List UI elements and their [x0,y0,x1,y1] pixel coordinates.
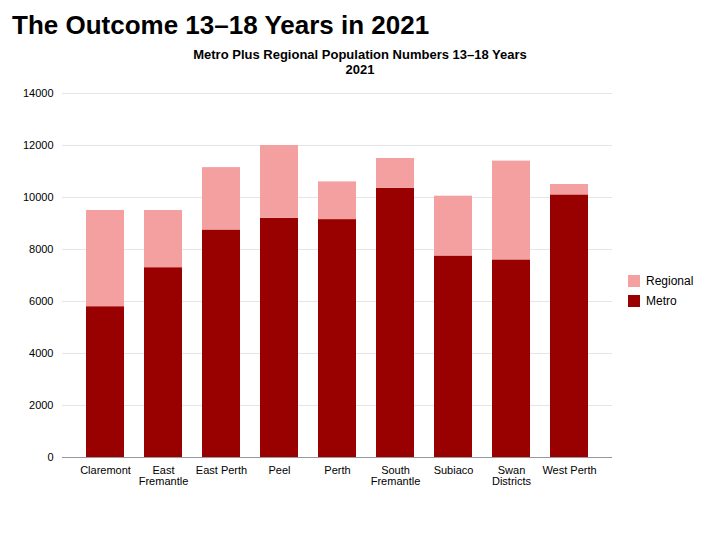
svg-text:EastFremantle: EastFremantle [139,464,189,487]
svg-text:12000: 12000 [23,139,54,151]
svg-text:4000: 4000 [29,347,53,359]
svg-text:SouthFremantle: SouthFremantle [371,464,421,487]
svg-text:Claremont: Claremont [80,464,131,476]
svg-text:Peel: Peel [268,464,290,476]
svg-text:14000: 14000 [23,87,54,99]
svg-text:SwanDistricts: SwanDistricts [492,464,532,487]
html-text:The Outcome 13–18 Years in 202: The Outcome 13–18 Years in 2021 [12,10,430,40]
html-text:Regional: Regional [646,274,694,288]
svg-text:10000: 10000 [23,191,54,203]
svg-text:East Perth: East Perth [196,464,247,476]
svg-text:6000: 6000 [29,295,53,307]
svg-text:Subiaco: Subiaco [434,464,474,476]
svg-text:8000: 8000 [29,243,53,255]
html-text:Metro Plus Regional Population: Metro Plus Regional Population Numbers 1… [193,47,527,77]
html-text:Metro: Metro [646,294,677,308]
svg-text:Perth: Perth [324,464,350,476]
svg-text:0: 0 [47,451,53,463]
svg-text:West Perth: West Perth [542,464,596,476]
svg-text:2000: 2000 [29,399,53,411]
